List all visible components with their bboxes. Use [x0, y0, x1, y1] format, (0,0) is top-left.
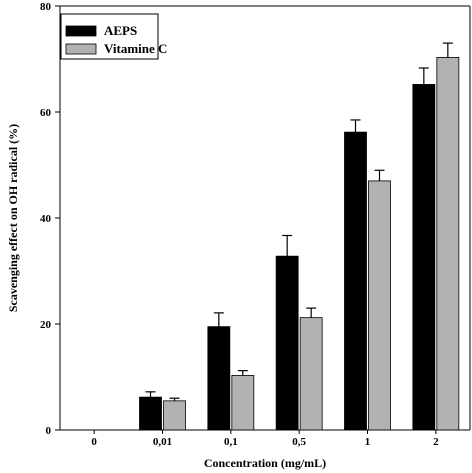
- y-tick-label: 20: [40, 319, 52, 331]
- bar: [139, 396, 162, 431]
- legend-swatch-aeps: [65, 25, 97, 37]
- x-axis-title: Concentration (mg/mL): [204, 456, 326, 470]
- y-tick-label: 80: [40, 1, 52, 13]
- legend: AEPS Vitamine C: [60, 13, 167, 60]
- y-tick-label: 0: [46, 425, 52, 437]
- bar: [163, 400, 186, 431]
- x-tick-label: 0,5: [292, 436, 306, 448]
- legend-label-aeps: AEPS: [104, 23, 137, 38]
- bar: [412, 84, 436, 431]
- x-tick-label: 2: [433, 436, 439, 448]
- x-tick-label: 0,01: [153, 436, 172, 448]
- bar: [299, 317, 323, 431]
- bar: [436, 57, 460, 431]
- y-tick-label: 60: [40, 107, 52, 119]
- x-tick-label: 0: [91, 436, 97, 448]
- y-axis-ticks: 0 20 40 60 80: [40, 1, 60, 437]
- bar: [231, 375, 255, 431]
- bar-series: [139, 42, 460, 431]
- y-axis-title: Scavenging effect on OH radical (%): [6, 124, 20, 312]
- x-axis-ticks: 0 0,01 0,1 0,5 1 2: [91, 430, 439, 448]
- y-tick-label: 40: [40, 213, 52, 225]
- x-tick-label: 1: [365, 436, 371, 448]
- bar: [207, 326, 231, 431]
- x-tick-label: 0,1: [224, 436, 238, 448]
- plot-frame: [59, 5, 471, 431]
- bar: [368, 180, 391, 431]
- legend-label-vitamine-c: Vitamine C: [104, 41, 167, 56]
- bar: [275, 255, 299, 431]
- legend-swatch-vitamine-c: [65, 43, 97, 55]
- bar: [344, 131, 367, 431]
